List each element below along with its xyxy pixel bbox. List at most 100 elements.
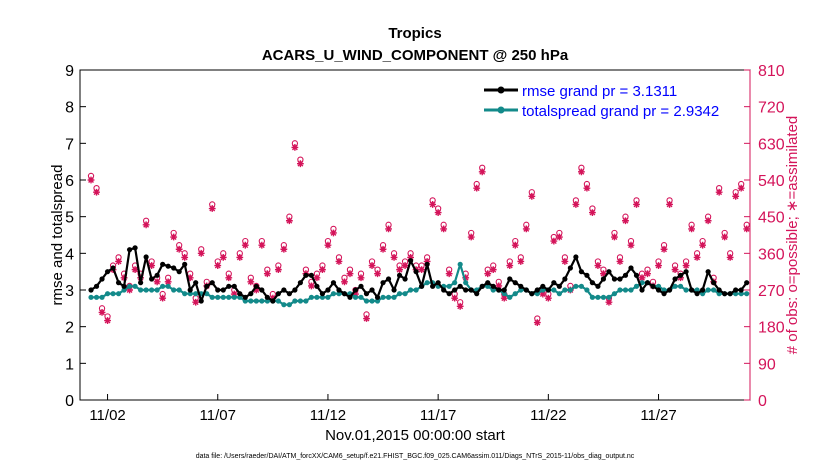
obs-assimilated-marker — [743, 225, 751, 233]
spread-point — [600, 294, 607, 300]
y-tick-label: 7 — [65, 136, 74, 153]
spread-point — [99, 294, 105, 300]
spread-point — [176, 287, 182, 293]
spread-point — [93, 294, 100, 300]
rmse-point — [716, 287, 722, 293]
spread-point — [534, 291, 540, 297]
obs-assimilated-marker — [148, 262, 156, 269]
spread-point — [744, 291, 750, 297]
rmse-point — [463, 287, 469, 293]
obs-assimilated-marker — [704, 217, 712, 225]
obs-assimilated-marker — [660, 245, 668, 253]
rmse-point — [391, 287, 397, 293]
rmse-point — [474, 291, 480, 297]
plot-area — [79, 69, 751, 401]
rmse-point — [595, 283, 601, 289]
rmse-point — [88, 287, 94, 293]
spread-point — [126, 283, 133, 289]
rmse-point — [237, 291, 243, 297]
obs-assimilated-marker — [131, 266, 139, 274]
rmse-point — [220, 287, 226, 293]
spread-point — [705, 287, 711, 293]
obs-assimilated-marker — [341, 278, 348, 286]
obs-assimilated-marker — [181, 254, 189, 261]
obs-assimilated-marker — [726, 254, 734, 261]
obs-assimilated-marker — [252, 286, 260, 294]
rmse-point — [297, 280, 303, 286]
right-axis: 0 90 180 270 360 450 540 630 720 810 — [744, 63, 785, 410]
obs-assimilated-marker — [456, 302, 464, 310]
obs-assimilated-marker — [368, 262, 376, 269]
spread-point — [220, 294, 226, 300]
obs-assimilated-marker — [555, 233, 563, 241]
spread-point — [115, 291, 122, 297]
rmse-point — [419, 283, 425, 289]
rmse-point — [600, 276, 607, 282]
obs-assimilated-marker — [666, 201, 673, 208]
obs-assimilated-marker — [379, 245, 387, 253]
obs-assimilated-marker — [688, 225, 695, 233]
rmse-point — [264, 294, 270, 300]
rmse-point — [352, 287, 359, 293]
legend-rmse-marker — [497, 86, 505, 94]
spread-point — [88, 294, 94, 300]
spread-point — [518, 287, 524, 293]
y-tick-label: 3 — [65, 283, 74, 300]
obs-assimilated-marker — [247, 278, 255, 286]
obs-assimilated-marker — [390, 254, 398, 261]
obs-assimilated-marker — [644, 270, 651, 278]
rmse-point — [374, 294, 381, 300]
spread-point — [193, 291, 199, 297]
rmse-point — [154, 272, 160, 278]
rmse-point — [589, 280, 596, 286]
x-axis: 11/02 11/07 11/12 11/17 11/22 11/27 — [89, 394, 677, 424]
rmse-point — [666, 287, 673, 293]
obs-assimilated-marker — [434, 209, 442, 216]
spread-point — [446, 283, 452, 289]
spread-point — [611, 291, 618, 297]
spread-point — [286, 302, 292, 308]
rmse-point — [523, 287, 529, 293]
spread-point — [733, 291, 739, 297]
rmse-point — [248, 291, 254, 297]
rmse-point — [573, 254, 579, 260]
rmse-point — [160, 261, 166, 267]
rmse-point — [501, 287, 507, 293]
spread-point — [358, 294, 364, 300]
obs-assimilated-marker — [572, 201, 580, 208]
spread-point — [501, 291, 507, 297]
obs-assimilated-marker — [104, 317, 111, 324]
spread-point — [308, 294, 315, 300]
y-axis-right-label: # of obs: o=possible; ∗=assimilated — [784, 116, 801, 355]
obs-assimilated-marker — [655, 262, 662, 269]
rmse-point — [121, 283, 127, 289]
spread-point — [655, 283, 662, 289]
spread-point — [622, 287, 629, 293]
obs-assimilated-marker — [616, 258, 624, 265]
obs-assimilated-marker — [285, 217, 293, 225]
rmse-point — [722, 291, 728, 297]
x-tick-label: 11/22 — [530, 407, 566, 424]
rmse-point — [468, 287, 474, 293]
rmse-point — [622, 272, 629, 278]
obs-assimilated-marker — [93, 188, 100, 196]
rmse-point — [165, 263, 171, 269]
obs-assimilated-marker — [164, 278, 172, 286]
rmse-point — [545, 287, 551, 293]
obs-assimilated-marker — [363, 315, 370, 322]
rmse-point — [435, 280, 441, 286]
spread-point — [711, 287, 717, 293]
obs-assimilated-marker — [561, 258, 569, 265]
y-tick-label: 5 — [65, 210, 74, 227]
rmse-point — [479, 283, 485, 289]
rmse-point — [259, 287, 265, 293]
spread-point — [562, 287, 568, 293]
obs-assimilated-marker — [115, 258, 122, 265]
obs-assimilated-marker — [396, 266, 403, 274]
rmse-point — [308, 272, 315, 278]
rmse-point — [424, 261, 430, 267]
spread-point — [374, 298, 381, 304]
rmse-point — [628, 265, 634, 271]
rmse-point — [606, 269, 612, 275]
y-tick-label: 8 — [65, 100, 74, 117]
